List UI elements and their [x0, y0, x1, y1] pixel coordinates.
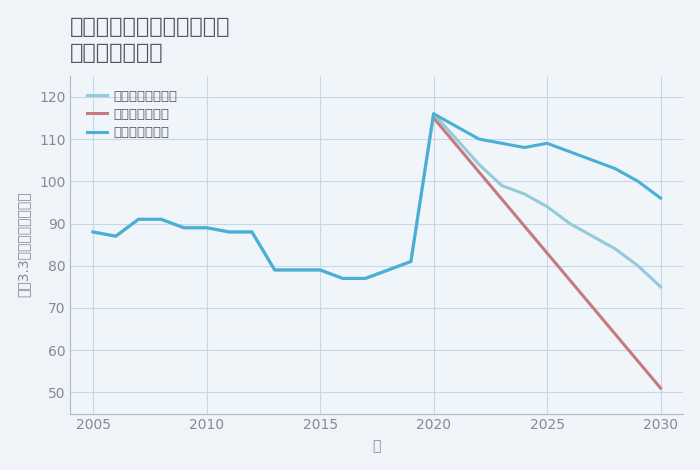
Text: 兵庫県尼崎市南武庫之荘の
土地の価格推移: 兵庫県尼崎市南武庫之荘の 土地の価格推移: [71, 16, 231, 63]
グッドシナリオ: [634, 179, 642, 184]
ノーマルシナリオ: [339, 275, 347, 281]
グッドシナリオ: [202, 225, 211, 231]
グッドシナリオ: [157, 217, 165, 222]
ノーマルシナリオ: [202, 225, 211, 231]
グッドシナリオ: [611, 166, 620, 172]
ノーマルシナリオ: [157, 217, 165, 222]
グッドシナリオ: [134, 217, 143, 222]
グッドシナリオ: [657, 196, 665, 201]
ノーマルシナリオ: [657, 284, 665, 290]
ノーマルシナリオ: [361, 275, 370, 281]
グッドシナリオ: [89, 229, 97, 235]
ノーマルシナリオ: [429, 111, 438, 117]
ノーマルシナリオ: [452, 136, 461, 142]
グッドシナリオ: [475, 136, 483, 142]
ノーマルシナリオ: [407, 258, 415, 264]
ノーマルシナリオ: [520, 191, 528, 197]
グッドシナリオ: [225, 229, 234, 235]
グッドシナリオ: [452, 124, 461, 129]
グッドシナリオ: [384, 267, 393, 273]
ノーマルシナリオ: [634, 263, 642, 268]
ノーマルシナリオ: [248, 229, 256, 235]
グッドシナリオ: [111, 234, 120, 239]
ノーマルシナリオ: [611, 246, 620, 251]
ノーマルシナリオ: [89, 229, 97, 235]
グッドシナリオ: [429, 111, 438, 117]
グッドシナリオ: [248, 229, 256, 235]
ノーマルシナリオ: [180, 225, 188, 231]
グッドシナリオ: [407, 258, 415, 264]
ノーマルシナリオ: [225, 229, 234, 235]
Line: ノーマルシナリオ: ノーマルシナリオ: [93, 114, 661, 287]
グッドシナリオ: [316, 267, 324, 273]
ノーマルシナリオ: [566, 221, 574, 227]
グッドシナリオ: [520, 145, 528, 150]
Line: グッドシナリオ: グッドシナリオ: [93, 114, 661, 278]
Line: バッドシナリオ: バッドシナリオ: [433, 118, 661, 388]
ノーマルシナリオ: [316, 267, 324, 273]
ノーマルシナリオ: [475, 162, 483, 167]
ノーマルシナリオ: [588, 234, 596, 239]
グッドシナリオ: [498, 141, 506, 146]
グッドシナリオ: [361, 275, 370, 281]
グッドシナリオ: [566, 149, 574, 155]
ノーマルシナリオ: [384, 267, 393, 273]
グッドシナリオ: [270, 267, 279, 273]
ノーマルシナリオ: [111, 234, 120, 239]
ノーマルシナリオ: [498, 183, 506, 188]
ノーマルシナリオ: [543, 204, 552, 210]
グッドシナリオ: [293, 267, 302, 273]
X-axis label: 年: 年: [372, 439, 381, 454]
Y-axis label: 坪（3.3㎡）単価（万円）: 坪（3.3㎡）単価（万円）: [17, 192, 31, 298]
グッドシナリオ: [180, 225, 188, 231]
バッドシナリオ: [657, 385, 665, 391]
バッドシナリオ: [429, 115, 438, 121]
Legend: ノーマルシナリオ, バッドシナリオ, グッドシナリオ: ノーマルシナリオ, バッドシナリオ, グッドシナリオ: [83, 86, 181, 143]
ノーマルシナリオ: [270, 267, 279, 273]
ノーマルシナリオ: [134, 217, 143, 222]
ノーマルシナリオ: [293, 267, 302, 273]
グッドシナリオ: [543, 141, 552, 146]
グッドシナリオ: [339, 275, 347, 281]
グッドシナリオ: [588, 157, 596, 163]
